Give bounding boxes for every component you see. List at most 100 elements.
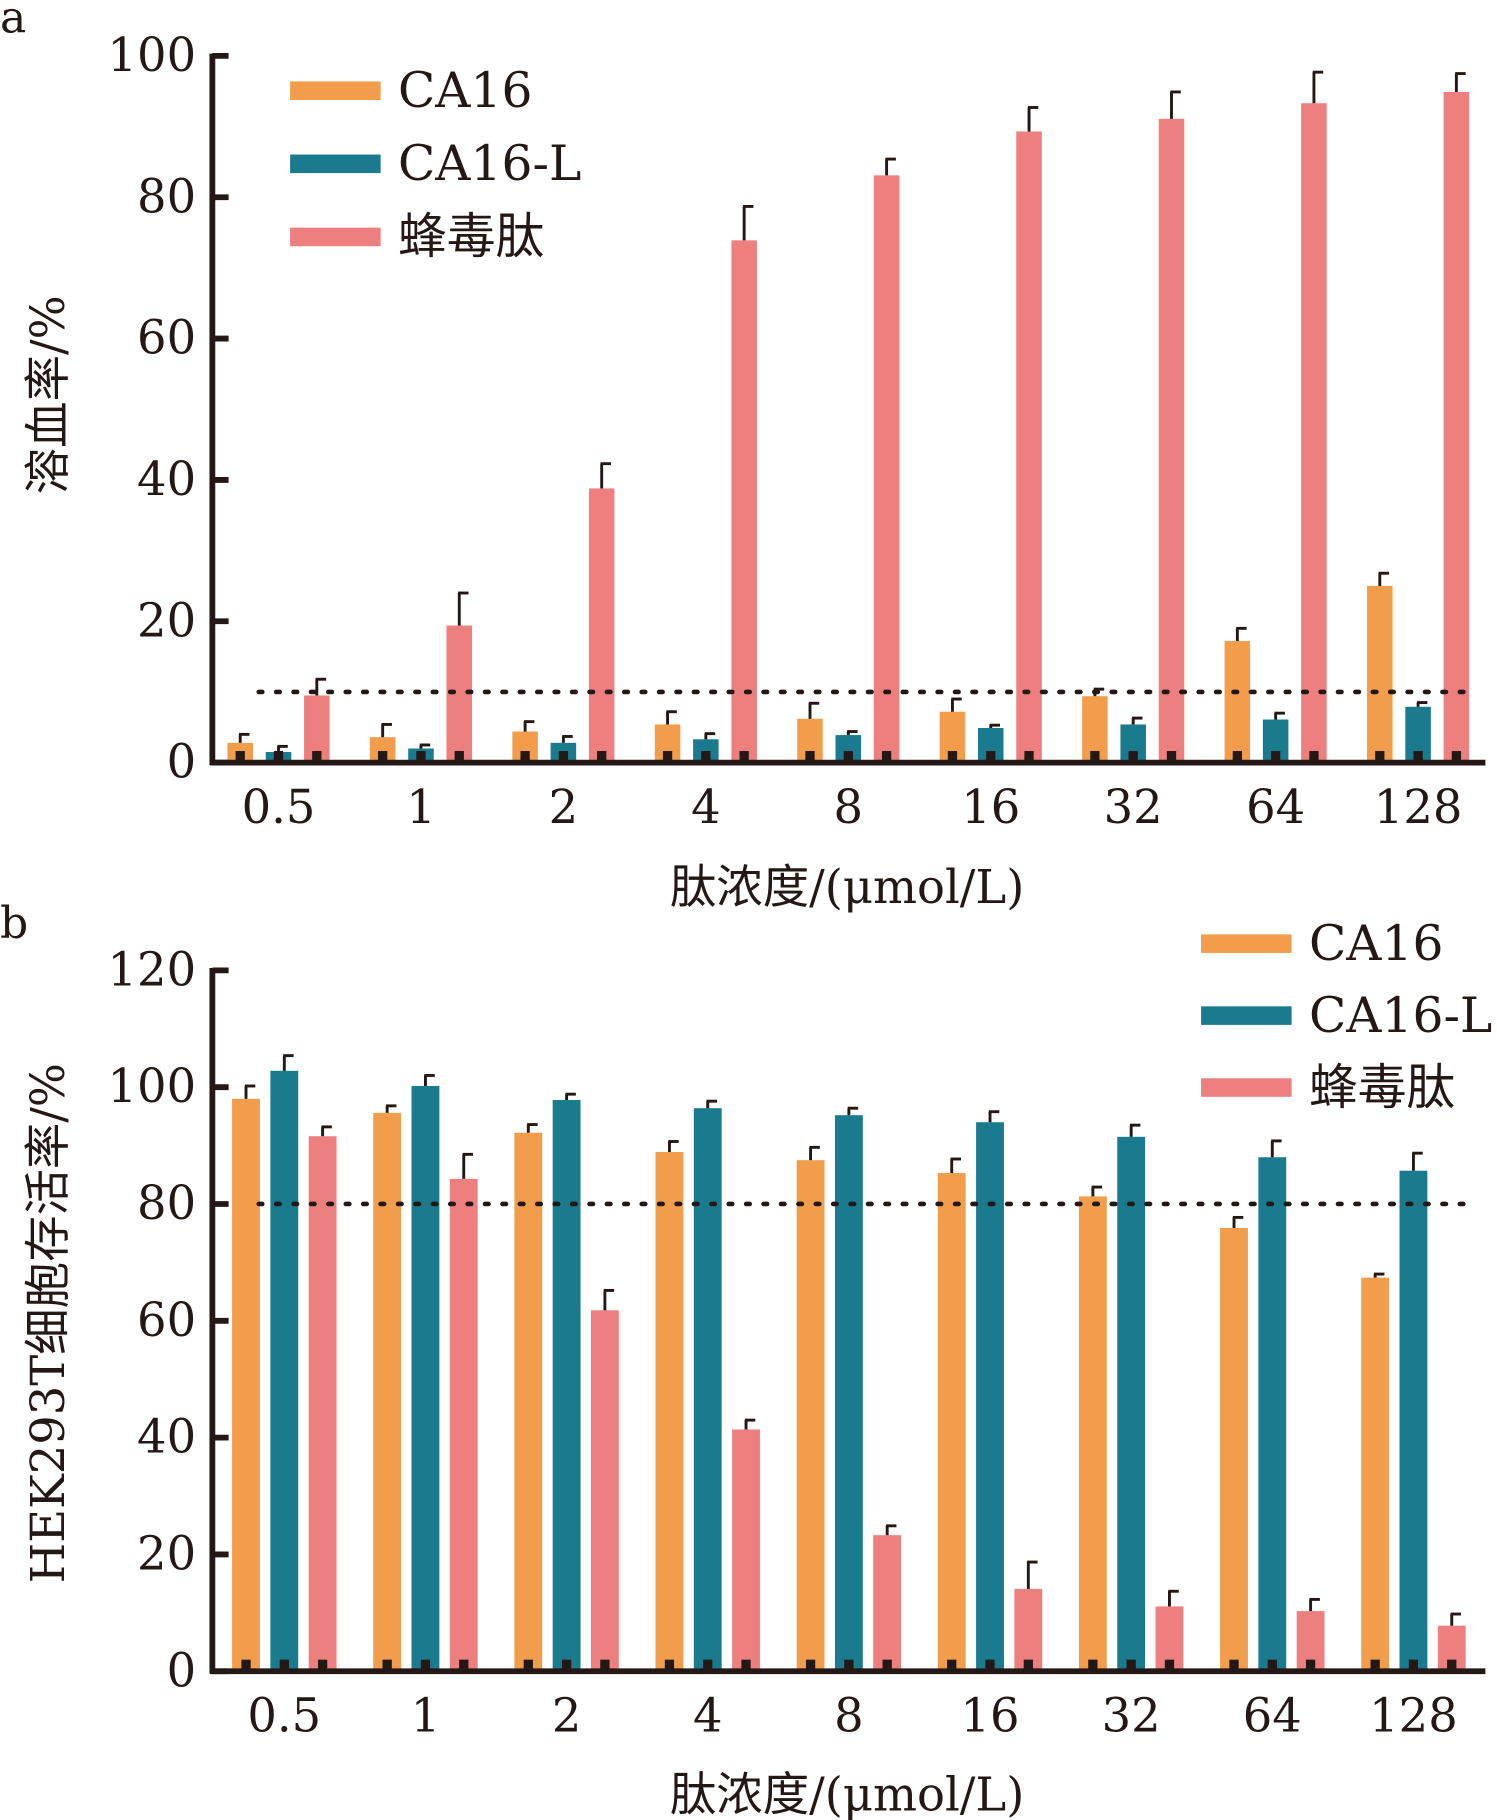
y-tick-label: 60	[137, 1293, 196, 1347]
bar-CA16-2	[514, 1132, 543, 1672]
y-tick-label: 80	[137, 169, 196, 223]
x-tick-label: 0.5	[247, 1689, 321, 1743]
bar-CA16-L-16	[976, 1122, 1004, 1672]
x-tick-mark	[420, 1659, 431, 1669]
bar-CA16-0.5	[232, 1098, 260, 1672]
x-tick-label: 1	[411, 1689, 441, 1743]
bar-CA16-4	[655, 1151, 684, 1672]
bar-CA16-L-4	[693, 1108, 722, 1672]
y-tick-label: 100	[108, 1059, 197, 1113]
x-tick-mark	[1447, 1659, 1457, 1669]
x-tick-mark	[1413, 751, 1423, 761]
x-tick-mark	[523, 1659, 533, 1669]
bar-CA16-16	[937, 1173, 966, 1672]
legend-label-melittin: 蜂毒肽	[398, 209, 544, 265]
x-tick-mark	[378, 751, 388, 761]
x-tick-label: 64	[1246, 780, 1305, 834]
x-tick-mark	[1128, 751, 1138, 761]
panel-label: a	[0, 0, 26, 44]
bar-CA16-1	[373, 1112, 402, 1672]
bar-melittin-8	[873, 1535, 902, 1672]
x-tick-label: 32	[1104, 780, 1163, 834]
x-tick-mark	[1024, 751, 1034, 761]
x-tick-mark	[662, 751, 673, 761]
y-tick-label: 120	[108, 942, 197, 996]
x-tick-mark	[520, 751, 530, 761]
x-tick-mark	[739, 751, 749, 761]
x-tick-mark	[986, 751, 996, 761]
x-tick-mark	[558, 751, 569, 761]
x-tick-mark	[664, 1659, 675, 1669]
bar-melittin-2	[590, 1310, 619, 1672]
y-tick-label: 40	[137, 1410, 196, 1464]
x-tick-mark	[947, 1659, 957, 1669]
x-tick-label: 16	[961, 780, 1020, 834]
x-tick-mark	[805, 1659, 816, 1669]
legend-label-CA16-L: CA16-L	[398, 136, 581, 192]
x-tick-mark	[741, 1659, 751, 1669]
bar-melittin-16	[1014, 1588, 1043, 1672]
legend-label-CA16: CA16	[1309, 916, 1443, 972]
bar-CA16-L-2	[552, 1100, 581, 1672]
y-axis-label: 溶血率/%	[21, 295, 75, 494]
bar-melittin-0.5	[308, 1136, 337, 1672]
x-tick-mark	[985, 1659, 995, 1669]
bar-melittin-128	[1443, 91, 1470, 763]
y-tick-label: 40	[137, 452, 196, 506]
x-tick-mark	[459, 1659, 469, 1669]
y-tick-label: 20	[137, 1527, 196, 1581]
x-axis-label: 肽浓度/(μmol/L)	[670, 860, 1024, 914]
panel-a: a 溶血率/% 肽浓度/(μmol/L) 0 20 40 60 80 100 0.5 1 2 4 8…	[0, 0, 1486, 914]
x-tick-mark	[947, 751, 958, 761]
x-tick-mark	[882, 1659, 892, 1669]
x-tick-mark	[1270, 751, 1281, 761]
x-tick-mark	[1267, 1659, 1277, 1669]
x-tick-mark	[1375, 751, 1385, 761]
x-tick-mark	[1088, 1659, 1098, 1669]
x-axis-label: 肽浓度/(μmol/L)	[670, 1768, 1024, 1820]
x-tick-label: 16	[960, 1689, 1019, 1743]
bar-melittin-16	[1016, 131, 1042, 763]
x-tick-mark	[1023, 1659, 1033, 1669]
y-tick-label: 100	[108, 28, 197, 82]
y-tick-label: 0	[167, 735, 197, 789]
x-tick-mark	[1451, 751, 1462, 761]
bar-CA16-64	[1224, 641, 1251, 763]
bar-CA16-L-4	[693, 739, 719, 763]
bar-CA16-128	[1367, 585, 1393, 763]
x-tick-mark	[1408, 1659, 1419, 1669]
x-tick-mark	[235, 751, 245, 761]
bar-melittin-1	[449, 1178, 478, 1672]
legend-swatch-CA16-L	[1201, 1006, 1292, 1025]
x-tick-mark	[597, 751, 607, 761]
legend-swatch-CA16-L	[290, 154, 381, 174]
x-tick-label: 4	[693, 1689, 723, 1743]
x-tick-mark	[1229, 1659, 1239, 1669]
bar-melittin-4	[732, 1429, 760, 1672]
x-tick-mark	[1166, 751, 1177, 761]
x-tick-label: 2	[552, 1689, 582, 1743]
x-tick-mark	[1309, 751, 1319, 761]
x-tick-label: 128	[1369, 1689, 1458, 1743]
bar-CA16-L-8	[834, 1115, 863, 1672]
x-tick-mark	[844, 1659, 854, 1669]
panel-label: b	[0, 898, 28, 949]
y-tick-label: 80	[137, 1176, 196, 1230]
x-tick-mark	[1370, 1659, 1380, 1669]
bar-melittin-64	[1301, 103, 1327, 763]
y-tick-label: 20	[137, 593, 196, 647]
x-tick-mark	[701, 751, 711, 761]
x-tick-label: 1	[406, 780, 436, 834]
bar-melittin-4	[731, 240, 757, 763]
bar-melittin-8	[873, 175, 900, 763]
legend-swatch-melittin	[290, 227, 381, 247]
x-tick-mark	[1126, 1659, 1136, 1669]
bar-CA16-8	[796, 1160, 825, 1672]
legend-swatch-CA16	[1201, 934, 1292, 953]
bar-CA16-L-128	[1399, 1170, 1428, 1672]
bar-CA16-L-0.5	[270, 1070, 299, 1672]
x-tick-mark	[382, 1659, 392, 1669]
legend-label-CA16: CA16	[398, 63, 532, 119]
x-tick-label: 8	[834, 780, 864, 834]
